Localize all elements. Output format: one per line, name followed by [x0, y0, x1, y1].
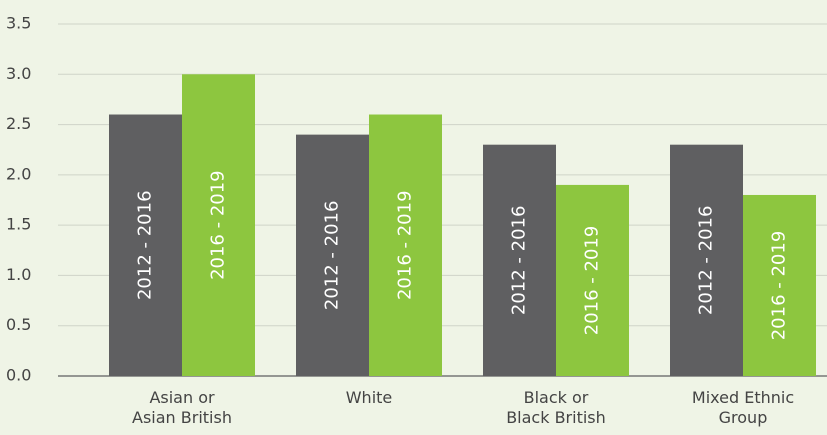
- bar-series-label: 2012 - 2016: [696, 206, 717, 316]
- x-tick-label: Black or Black British: [506, 388, 606, 427]
- y-tick-label: 1.0: [6, 265, 31, 284]
- x-tick-label: White: [346, 388, 393, 407]
- bar-series-label: 2012 - 2016: [509, 206, 530, 316]
- x-tick-label: Asian or Asian British: [132, 388, 232, 427]
- y-tick-label: 3.5: [6, 14, 31, 33]
- y-tick-label: 3.0: [6, 64, 31, 83]
- y-tick-label: 0.5: [6, 315, 31, 334]
- bar: [109, 114, 182, 376]
- y-tick-label: 0.0: [6, 366, 31, 385]
- bar: [743, 194, 816, 376]
- bar: [182, 74, 255, 377]
- bar-series-label: 2012 - 2016: [135, 190, 156, 300]
- bar-series-label: 2012 - 2016: [322, 201, 343, 311]
- y-tick-label: 2.5: [6, 114, 31, 133]
- y-tick-label: 2.0: [6, 164, 31, 183]
- bar: [556, 184, 629, 376]
- bar: [369, 114, 442, 376]
- x-tick-label: Mixed Ethnic Group: [692, 388, 794, 427]
- bar: [296, 134, 369, 376]
- bar: [670, 144, 743, 376]
- bar: [483, 144, 556, 376]
- y-tick-label: 1.5: [6, 215, 31, 234]
- bar-series-label: 2016 - 2019: [208, 170, 229, 280]
- bar-series-label: 2016 - 2019: [769, 231, 790, 341]
- bar-series-label: 2016 - 2019: [582, 226, 603, 336]
- bar-series-label: 2016 - 2019: [395, 190, 416, 300]
